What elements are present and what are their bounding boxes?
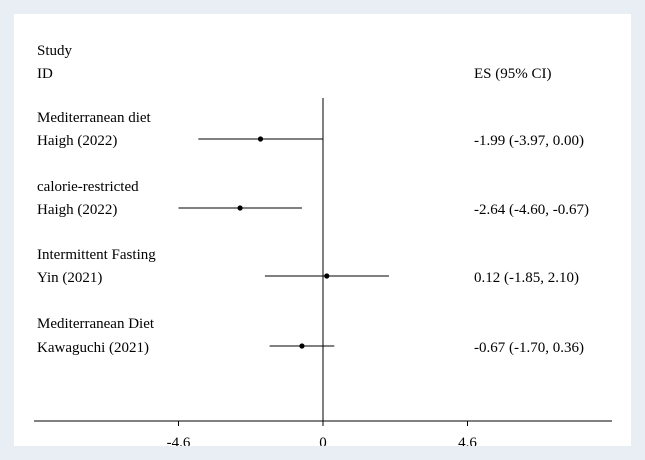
point-estimate <box>324 273 330 279</box>
study-4-es-label: -0.67 (-1.70, 0.36) <box>474 340 584 356</box>
forest-plot: Study ID ES (95% CI) Mediterranean diet … <box>34 43 612 446</box>
study-2-group: calorie-restricted <box>37 179 139 195</box>
header-study: Study <box>37 43 73 59</box>
forest-plot-panel: Study ID ES (95% CI) Mediterranean diet … <box>14 14 631 446</box>
point-estimate <box>237 205 243 211</box>
point-estimate <box>257 136 264 142</box>
study-3-group: Intermittent Fasting <box>37 247 156 263</box>
header-es-ci: ES (95% CI) <box>474 66 552 82</box>
study-1-group: Mediterranean diet <box>37 110 152 126</box>
study-4-name: Kawaguchi (2021) <box>37 340 149 356</box>
study-3-name: Yin (2021) <box>37 270 102 286</box>
x-tick-label: -4.6 <box>167 435 191 446</box>
study-1-es-label: -1.99 (-3.97, 0.00) <box>474 133 584 149</box>
study-2-es-label: -2.64 (-4.60, -0.67) <box>474 202 589 218</box>
header-id: ID <box>37 66 53 82</box>
study-4-group: Mediterranean Diet <box>37 316 155 332</box>
x-tick-label: 4.6 <box>458 435 477 446</box>
study-3-es-label: 0.12 (-1.85, 2.10) <box>474 270 579 286</box>
x-tick-label: 0 <box>319 435 327 446</box>
point-estimate <box>299 343 305 349</box>
study-2-name: Haigh (2022) <box>37 202 117 218</box>
study-1-name: Haigh (2022) <box>37 133 117 149</box>
